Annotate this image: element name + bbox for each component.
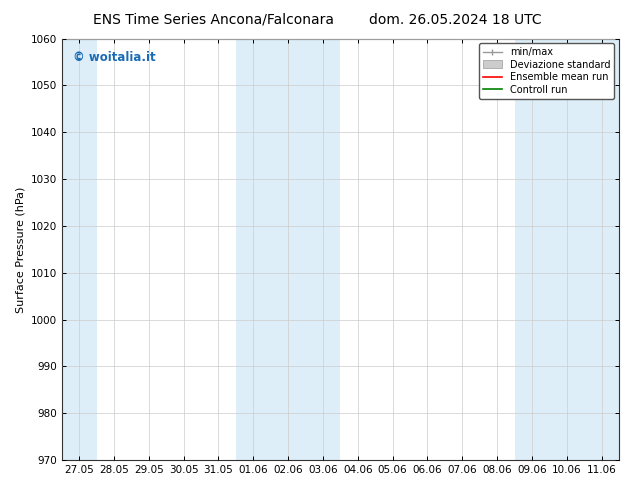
Legend: min/max, Deviazione standard, Ensemble mean run, Controll run: min/max, Deviazione standard, Ensemble m… (479, 44, 614, 98)
Bar (61, 39, 96, 460)
Bar (236, 39, 340, 460)
Bar (515, 39, 619, 460)
Text: ENS Time Series Ancona/Falconara        dom. 26.05.2024 18 UTC: ENS Time Series Ancona/Falconara dom. 26… (93, 12, 541, 26)
Text: © woitalia.it: © woitalia.it (73, 51, 155, 64)
Y-axis label: Surface Pressure (hPa): Surface Pressure (hPa) (15, 186, 25, 313)
